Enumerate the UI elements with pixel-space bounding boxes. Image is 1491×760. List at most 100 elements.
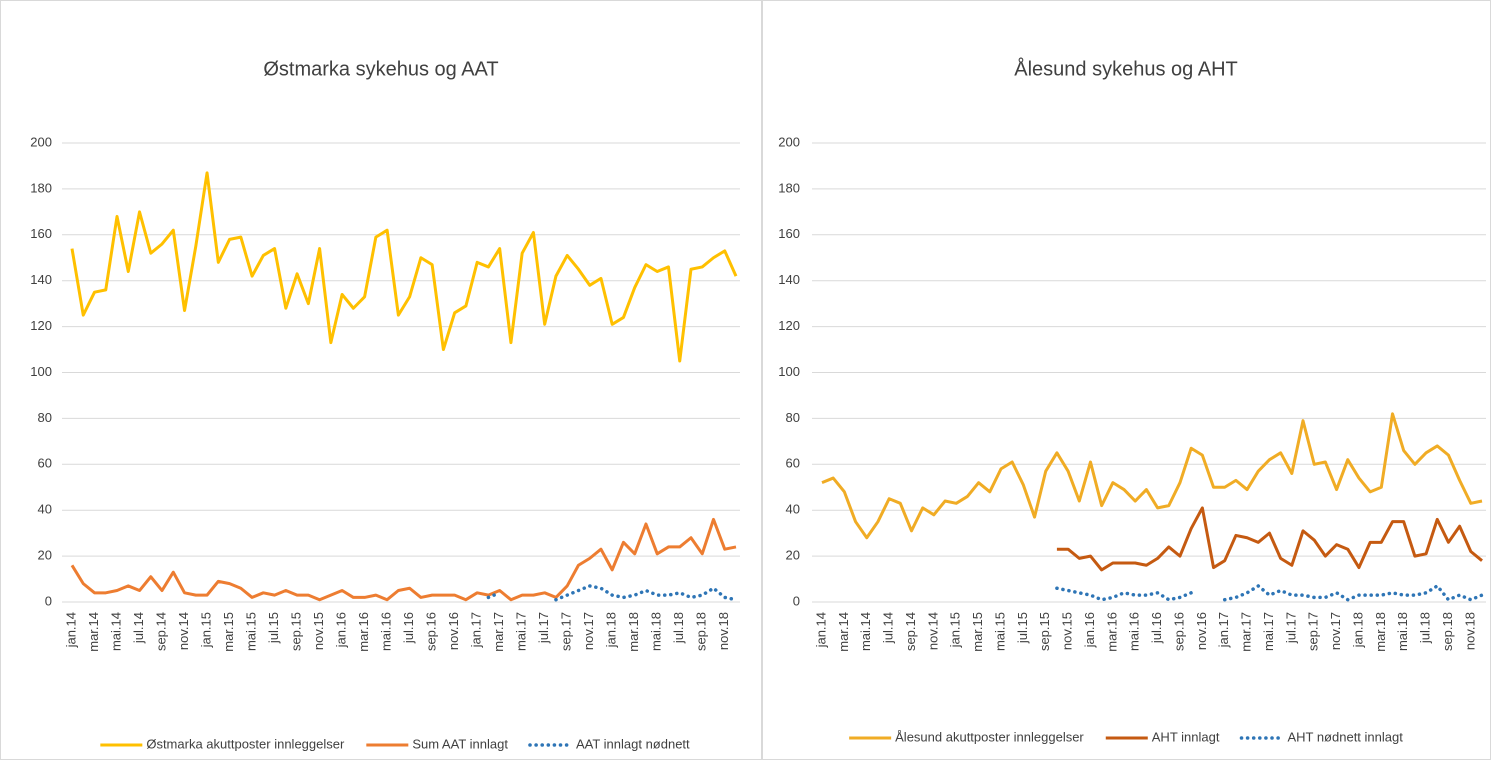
y-tick-label: 100 xyxy=(30,364,52,379)
series-line xyxy=(486,584,738,602)
x-tick-label: nov.16 xyxy=(1194,612,1209,650)
x-tick-label: mar.18 xyxy=(1373,612,1388,652)
series-line xyxy=(70,171,738,363)
y-tick-label: 80 xyxy=(38,410,52,425)
x-tick-label: jul.15 xyxy=(266,612,281,644)
legend-label: Ålesund akuttposter innleggelser xyxy=(895,729,1084,744)
x-tick-label: nov.14 xyxy=(925,612,940,650)
x-tick-label: jul.18 xyxy=(671,612,686,644)
x-tick-label: mai.15 xyxy=(244,612,259,651)
panel-border xyxy=(0,0,762,760)
y-tick-label: 20 xyxy=(38,548,52,563)
x-tick-label: mai.16 xyxy=(1127,612,1142,651)
y-tick-label: 100 xyxy=(778,364,800,379)
x-tick-label: mai.18 xyxy=(1395,612,1410,651)
x-tick-label: jan.15 xyxy=(948,612,963,648)
legend-label: AHT innlagt xyxy=(1152,729,1220,744)
x-tick-label: jan.16 xyxy=(334,612,349,648)
x-tick-label: mar.15 xyxy=(970,612,985,652)
chart-title: Ålesund sykehus og AHT xyxy=(1014,57,1237,80)
x-tick-label: nov.17 xyxy=(1328,612,1343,650)
x-tick-label: jul.17 xyxy=(1283,612,1298,644)
x-tick-label: mai.14 xyxy=(108,612,123,651)
series-line xyxy=(70,517,737,602)
y-tick-label: 0 xyxy=(45,593,52,608)
y-tick-label: 40 xyxy=(38,502,52,517)
legend-label: Sum AAT innlagt xyxy=(412,736,508,751)
x-tick-label: jan.17 xyxy=(469,612,484,648)
y-tick-label: 180 xyxy=(30,180,52,195)
x-tick-label: nov.15 xyxy=(311,612,326,650)
x-tick-label: jan.18 xyxy=(1350,612,1365,648)
y-tick-label: 140 xyxy=(30,272,52,287)
legend-label: Østmarka akuttposter innleggelser xyxy=(146,736,345,751)
x-tick-label: sep.16 xyxy=(424,612,439,651)
x-tick-label: sep.18 xyxy=(1440,612,1455,651)
x-tick-label: nov.18 xyxy=(1462,612,1477,650)
legend-label: AHT nødnett innlagt xyxy=(1287,729,1403,744)
series-line xyxy=(1056,506,1483,572)
x-tick-label: mar.14 xyxy=(836,612,851,652)
x-tick-label: mar.14 xyxy=(86,612,101,652)
x-tick-label: sep.14 xyxy=(903,612,918,651)
x-tick-label: mai.15 xyxy=(992,612,1007,651)
x-tick-label: nov.17 xyxy=(581,612,596,650)
series-line xyxy=(1055,584,1484,602)
x-tick-label: mar.17 xyxy=(1239,612,1254,652)
x-tick-label: nov.15 xyxy=(1060,612,1075,650)
y-tick-label: 60 xyxy=(786,456,800,471)
x-tick-label: jan.14 xyxy=(63,612,78,648)
x-tick-label: jan.16 xyxy=(1082,612,1097,648)
panel-border xyxy=(762,0,1491,760)
x-tick-label: mai.17 xyxy=(1261,612,1276,651)
y-tick-label: 180 xyxy=(778,180,800,195)
y-tick-label: 120 xyxy=(778,318,800,333)
y-tick-label: 200 xyxy=(30,134,52,149)
x-tick-label: sep.15 xyxy=(289,612,304,651)
x-tick-label: sep.16 xyxy=(1171,612,1186,651)
x-tick-label: jul.15 xyxy=(1015,612,1030,644)
x-tick-label: mai.18 xyxy=(649,612,664,651)
x-tick-label: jan.14 xyxy=(813,612,828,648)
y-tick-label: 80 xyxy=(786,410,800,425)
y-tick-label: 40 xyxy=(786,502,800,517)
x-tick-label: jul.16 xyxy=(401,612,416,644)
x-tick-label: jan.18 xyxy=(604,612,619,648)
y-tick-label: 0 xyxy=(793,593,800,608)
x-tick-label: mai.14 xyxy=(858,612,873,651)
x-tick-label: jul.14 xyxy=(131,612,146,644)
x-tick-label: jan.17 xyxy=(1216,612,1231,648)
y-tick-label: 140 xyxy=(778,272,800,287)
x-tick-label: jul.18 xyxy=(1418,612,1433,644)
y-tick-label: 160 xyxy=(778,226,800,241)
x-tick-label: sep.15 xyxy=(1037,612,1052,651)
x-tick-label: sep.18 xyxy=(694,612,709,651)
chart-title: Østmarka sykehus og AAT xyxy=(263,58,498,80)
x-tick-label: sep.17 xyxy=(1306,612,1321,651)
legend-label: AAT innlagt nødnett xyxy=(576,736,690,751)
x-tick-label: jul.17 xyxy=(536,612,551,644)
x-tick-label: mar.16 xyxy=(1104,612,1119,652)
y-tick-label: 160 xyxy=(30,226,52,241)
y-tick-label: 60 xyxy=(38,456,52,471)
y-tick-label: 20 xyxy=(786,548,800,563)
x-tick-label: mar.17 xyxy=(491,612,506,652)
x-tick-label: nov.18 xyxy=(716,612,731,650)
x-tick-label: mar.18 xyxy=(626,612,641,652)
y-tick-label: 200 xyxy=(778,134,800,149)
x-tick-label: nov.14 xyxy=(176,612,191,650)
x-tick-label: jan.15 xyxy=(198,612,213,648)
x-tick-label: mai.16 xyxy=(379,612,394,651)
x-tick-label: sep.17 xyxy=(559,612,574,651)
x-tick-label: mar.15 xyxy=(221,612,236,652)
x-tick-label: mai.17 xyxy=(514,612,529,651)
series-line xyxy=(821,412,1483,540)
x-tick-label: mar.16 xyxy=(356,612,371,652)
y-tick-label: 120 xyxy=(30,318,52,333)
x-tick-label: sep.14 xyxy=(153,612,168,651)
x-tick-label: nov.16 xyxy=(446,612,461,650)
x-tick-label: jul.16 xyxy=(1149,612,1164,644)
x-tick-label: jul.14 xyxy=(881,612,896,644)
